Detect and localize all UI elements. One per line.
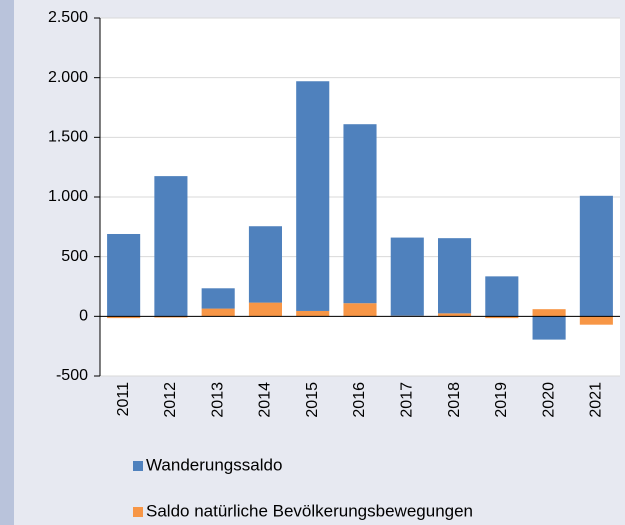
y-tick-label: 1.500 xyxy=(48,129,88,146)
bar xyxy=(485,276,519,317)
y-tick-label: -500 xyxy=(56,367,88,384)
x-tick-label: 2019 xyxy=(493,382,510,418)
x-tick-label: 2016 xyxy=(351,382,368,418)
bar xyxy=(390,237,424,316)
bar xyxy=(154,316,188,318)
x-tick-label: 2013 xyxy=(209,382,226,418)
y-tick-label: 2.000 xyxy=(48,69,88,86)
bar xyxy=(296,81,330,311)
legend-swatch xyxy=(133,461,143,471)
x-tick-label: 2011 xyxy=(115,382,132,417)
y-tick-label: 500 xyxy=(61,248,88,265)
bar xyxy=(438,238,472,314)
bar xyxy=(532,309,566,317)
bar xyxy=(485,316,519,319)
bar xyxy=(201,288,235,309)
x-tick-label: 2018 xyxy=(446,382,463,418)
x-tick-label: 2020 xyxy=(540,382,557,418)
bar xyxy=(248,302,282,317)
bar xyxy=(579,195,613,317)
bar xyxy=(343,303,377,317)
bar xyxy=(438,313,472,317)
bar xyxy=(343,124,377,304)
bar xyxy=(201,308,235,317)
bar xyxy=(248,226,282,303)
legend-text: Saldo natürliche Bevölkerungsbewegungen xyxy=(146,501,473,520)
x-tick-label: 2017 xyxy=(398,382,415,418)
y-tick-label: 2.500 xyxy=(48,9,88,26)
legend-swatch xyxy=(133,507,143,517)
bar xyxy=(107,233,141,317)
legend-text: Wanderungssaldo xyxy=(146,455,282,474)
bar xyxy=(532,316,566,340)
bar xyxy=(107,316,141,319)
bar xyxy=(579,316,613,325)
x-tick-label: 2021 xyxy=(588,382,605,418)
x-tick-label: 2015 xyxy=(304,382,321,418)
x-tick-label: 2012 xyxy=(162,382,179,418)
bar xyxy=(154,176,188,317)
y-tick-label: 0 xyxy=(79,308,88,325)
bar xyxy=(296,310,330,317)
y-tick-label: 1.000 xyxy=(48,188,88,205)
x-tick-label: 2014 xyxy=(257,382,274,418)
side-strip xyxy=(0,0,14,525)
